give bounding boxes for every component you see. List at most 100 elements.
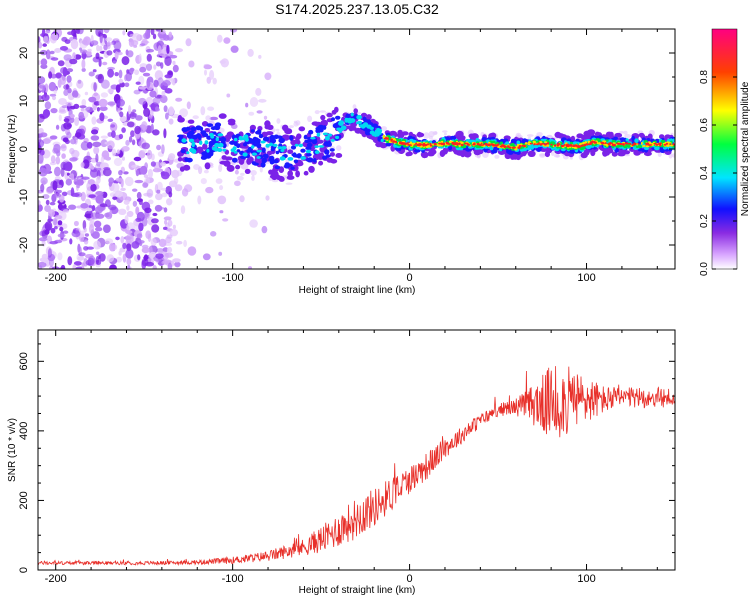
spectrogram-noise-blob <box>245 102 249 108</box>
colorbar-tick-label: 0.4 <box>699 166 710 180</box>
spectrogram-noise-blob <box>46 187 54 195</box>
spectrogram-noise-blob <box>99 106 108 112</box>
spectrogram-noise-blob <box>77 243 81 253</box>
spectrogram-noise-blob <box>81 176 90 180</box>
spectrogram-ridge-mark <box>441 149 446 156</box>
spectrogram-noise-blob <box>148 199 154 205</box>
spectrogram-noise-blob <box>150 238 157 246</box>
spectrogram-noise-blob <box>146 77 151 88</box>
spectrogram-ridge-mark <box>329 148 335 152</box>
spectrogram-noise-blob <box>197 195 202 205</box>
spectrogram-noise-blob <box>38 167 48 177</box>
colorbar-tick-label: 0.2 <box>699 214 710 228</box>
spectrogram-ridge-mark <box>372 123 378 128</box>
spectrogram-ridge-mark <box>601 141 604 145</box>
spectrogram-ridge-mark <box>324 149 330 155</box>
spectrogram-ridge-mark <box>189 147 195 153</box>
spectrogram-noise-blob <box>107 68 114 78</box>
spectrogram-ridge-mark <box>261 147 266 153</box>
spectrogram-ridge-mark <box>322 125 327 130</box>
spectrogram-ridge-mark <box>284 164 290 169</box>
spectrogram-ridge-mark <box>251 145 255 149</box>
spectrogram-noise-blob <box>163 128 167 139</box>
spectrogram-ridge-mark <box>613 136 618 140</box>
spectrogram-noise-blob <box>126 50 134 58</box>
spectrogram-noise-blob <box>84 91 89 96</box>
spectrogram-ridge-mark <box>480 144 484 146</box>
spectrogram-noise-blob <box>38 60 41 65</box>
spectrogram-noise-blob <box>112 196 118 200</box>
spectrogram-noise-blob <box>115 236 120 241</box>
spectrogram-ridge-mark <box>524 144 526 147</box>
spectrogram-noise-blob <box>126 210 134 218</box>
snr-ytick-label: 600 <box>18 352 30 370</box>
spectrogram-ridge-mark <box>411 139 417 143</box>
spectrogram-noise-blob <box>218 164 223 172</box>
spectrogram-ridge-mark <box>180 149 186 154</box>
spectrogram-noise-blob <box>93 92 99 97</box>
spectrogram-ridge-mark <box>541 142 545 145</box>
colorbar: 0.0 0.2 0.4 0.6 0.8 Normalized spectral ampl… <box>699 28 750 276</box>
spectrogram-noise-blob <box>60 167 65 177</box>
spectrogram-marks <box>38 29 675 269</box>
spectrogram-noise-blob <box>58 114 62 122</box>
spectrogram-ridge-mark <box>649 144 653 146</box>
spectrogram-noise-blob <box>156 248 165 253</box>
spectrogram-ridge-mark <box>377 136 382 142</box>
spectrogram-noise-blob <box>79 105 87 109</box>
spectrogram-noise-blob <box>72 52 77 61</box>
spectrogram-noise-blob <box>152 97 161 105</box>
spectrogram-ridge-mark <box>314 150 320 155</box>
spectrogram-ridge-mark <box>415 142 418 145</box>
spectrogram-noise-blob <box>143 107 151 118</box>
spectrogram-ytick-label: -10 <box>18 189 30 205</box>
spectrogram-ridge-mark <box>645 143 648 146</box>
spectrogram-xtick-label: -100 <box>222 272 244 284</box>
spectrogram-noise-blob <box>54 226 58 230</box>
snr-ylabel: SNR (10 * v/v) <box>7 418 18 482</box>
spectrogram-ridge-mark <box>383 137 387 140</box>
spectrogram-ridge-mark <box>187 119 195 124</box>
spectrogram-noise-blob <box>219 185 224 191</box>
spectrogram-noise-blob <box>54 48 62 53</box>
spectrogram-noise-blob <box>123 171 129 175</box>
spectrogram-haze-blob <box>207 106 215 111</box>
spectrogram-noise-blob <box>38 237 48 242</box>
spectrogram-ridge-mark <box>243 134 249 139</box>
spectrogram-noise-blob <box>49 50 55 55</box>
spectrogram-noise-blob <box>87 48 92 52</box>
spectrogram-ridge-mark <box>537 146 542 152</box>
spectrogram-ridge-mark <box>569 149 576 154</box>
spectrogram-xlabel: Height of straight line (km) <box>299 285 416 296</box>
spectrogram-noise-blob <box>179 108 189 118</box>
spectrogram-noise-blob <box>118 78 124 84</box>
spectrogram-noise-blob <box>120 178 124 188</box>
spectrogram-haze-blob <box>263 115 268 120</box>
spectrogram-noise-blob <box>65 84 69 90</box>
spectrogram-noise-blob <box>57 252 63 261</box>
spectrogram-noise-blob <box>152 129 160 136</box>
spectrogram-ytick-label: 0 <box>18 146 30 152</box>
spectrogram-haze-blob <box>380 126 387 131</box>
spectrogram-ridge-mark <box>204 140 209 145</box>
spectrogram-ridge-mark <box>380 138 384 143</box>
spectrogram-noise-blob <box>103 44 108 51</box>
spectrogram-haze-blob <box>307 115 313 123</box>
spectrogram-ridge-mark <box>210 134 215 139</box>
spectrogram-ridge-mark <box>619 137 626 141</box>
spectrogram-noise-blob <box>136 211 145 222</box>
spectrogram-noise-blob <box>38 114 45 123</box>
spectrogram-ridge-mark <box>474 151 481 156</box>
spectrogram-noise-blob <box>141 244 149 249</box>
spectrogram-noise-blob <box>185 38 192 47</box>
spectrogram-noise-blob <box>92 141 102 147</box>
spectrogram-noise-blob <box>134 179 144 184</box>
spectrogram-ridge-mark <box>235 164 241 170</box>
snr-ytick-label: 0 <box>18 567 30 573</box>
spectrogram-noise-blob <box>149 90 157 98</box>
spectrogram-noise-blob <box>168 118 174 125</box>
spectrogram-haze-blob <box>555 154 561 158</box>
spectrogram-ridge-mark <box>488 141 491 144</box>
spectrogram-noise-blob <box>61 36 68 42</box>
spectrogram-noise-blob <box>72 264 77 269</box>
